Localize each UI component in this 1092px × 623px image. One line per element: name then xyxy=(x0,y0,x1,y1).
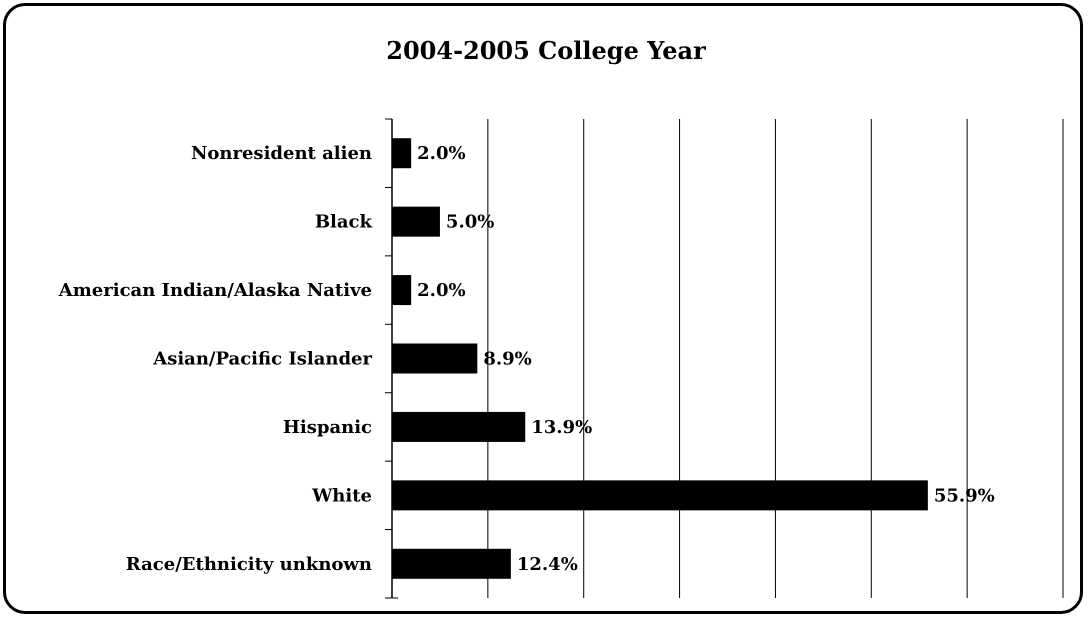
grid-lines xyxy=(487,119,1064,598)
category-labels: Nonresident alien Black American Indian/Al… xyxy=(58,143,373,575)
bar xyxy=(392,548,511,579)
value-label: 12.4% xyxy=(517,554,578,575)
category-label: White xyxy=(311,485,372,506)
category-label: American Indian/Alaska Native xyxy=(58,280,372,301)
bar xyxy=(392,480,928,511)
bars xyxy=(392,138,928,579)
value-label: 5.0% xyxy=(446,212,494,233)
bar xyxy=(392,275,412,306)
value-label: 2.0% xyxy=(417,280,465,301)
value-label: 8.9% xyxy=(483,349,531,370)
bar xyxy=(392,138,412,169)
category-label: Race/Ethnicity unknown xyxy=(126,554,372,575)
category-label: Hispanic xyxy=(283,417,372,438)
chart-frame xyxy=(3,3,1083,614)
value-label: 55.9% xyxy=(934,485,995,506)
bar xyxy=(392,411,526,442)
value-label: 13.9% xyxy=(531,417,592,438)
category-label: Black xyxy=(315,212,373,233)
bar xyxy=(392,343,478,374)
value-labels: 2.0% 5.0% 2.0% 8.9% 13.9% 55.9% 12.4% xyxy=(417,143,995,575)
chart-title: 2004-2005 College Year xyxy=(386,36,706,65)
category-label: Asian/Pacific Islander xyxy=(152,349,372,370)
bar xyxy=(392,206,440,237)
value-label: 2.0% xyxy=(417,143,465,164)
category-label: Nonresident alien xyxy=(191,143,372,164)
